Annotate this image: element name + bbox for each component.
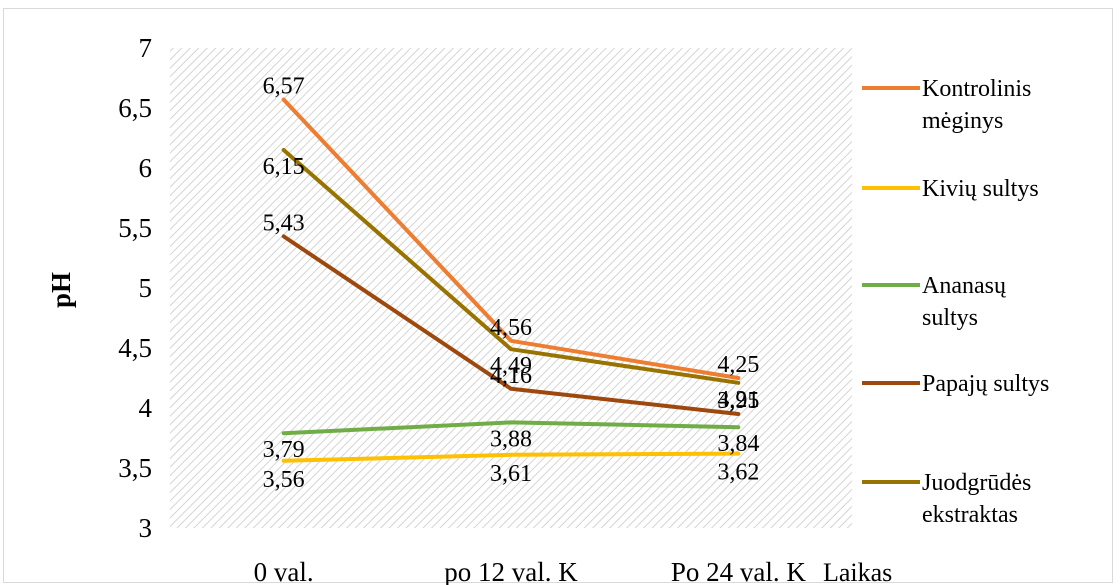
x-tick-label: po 12 val. K bbox=[444, 557, 578, 585]
x-tick-label: Po 24 val. K bbox=[671, 557, 807, 585]
data-label: 4,56 bbox=[490, 315, 532, 341]
y-tick-label: 3 bbox=[139, 513, 153, 543]
y-tick-label: 4,5 bbox=[118, 333, 152, 363]
data-label: 4,21 bbox=[717, 387, 759, 413]
series-line bbox=[281, 451, 741, 463]
data-labels: 6,57 6,15 5,43 3,79 3,56 4,56 4,494,16 3,88 3,61… bbox=[263, 74, 760, 493]
x-axis-title: Laikas bbox=[823, 558, 892, 585]
data-label: 4,16 bbox=[490, 363, 532, 389]
legend-label: Papajų sultys bbox=[922, 371, 1049, 397]
legend-label: Kontrolinis mėginys bbox=[922, 76, 1031, 134]
y-tick-label: 5 bbox=[139, 273, 153, 303]
legend-label: Ananasų sultys bbox=[922, 273, 1007, 331]
series-line bbox=[281, 420, 741, 436]
data-label: 5,43 bbox=[263, 210, 305, 236]
data-label: 3,56 bbox=[263, 467, 305, 493]
series-line bbox=[281, 97, 741, 380]
data-label: 3,79 bbox=[263, 437, 305, 463]
y-axis-ticks: 3 3,5 4 4,5 5 5,5 6 6,5 7 bbox=[118, 33, 152, 543]
data-label: 4,49 bbox=[490, 353, 532, 379]
y-tick-label: 7 bbox=[139, 33, 153, 63]
data-label: 4,25 bbox=[717, 352, 759, 378]
data-label: 6,57 bbox=[263, 74, 305, 100]
y-tick-label: 4 bbox=[139, 393, 153, 423]
x-tick-label: 0 val. bbox=[254, 557, 314, 585]
legend-label: Juodgrūdės ekstraktas bbox=[922, 470, 1031, 528]
y-tick-label: 5,5 bbox=[118, 213, 152, 243]
plot-area bbox=[170, 48, 852, 528]
series-lines bbox=[281, 97, 741, 463]
data-label: 3,95 bbox=[717, 388, 759, 414]
legend: Kontrolinis mėginys Kivių sultys Ananasų sul… bbox=[862, 76, 1049, 528]
data-label: 3,88 bbox=[490, 426, 532, 452]
y-tick-label: 6,5 bbox=[118, 93, 152, 123]
series-line bbox=[281, 234, 741, 416]
y-tick-label: 6 bbox=[139, 153, 153, 183]
data-label: 3,84 bbox=[717, 431, 759, 457]
y-axis-title: pH bbox=[46, 272, 76, 308]
data-label: 3,61 bbox=[490, 461, 532, 487]
x-axis-ticks: 0 val. po 12 val. K Po 24 val. K bbox=[254, 557, 807, 585]
legend-label: Kivių sultys bbox=[922, 176, 1039, 202]
series-line bbox=[281, 148, 741, 385]
data-label: 3,62 bbox=[717, 460, 759, 486]
data-label: 6,15 bbox=[263, 154, 305, 180]
y-tick-label: 3,5 bbox=[118, 453, 152, 483]
